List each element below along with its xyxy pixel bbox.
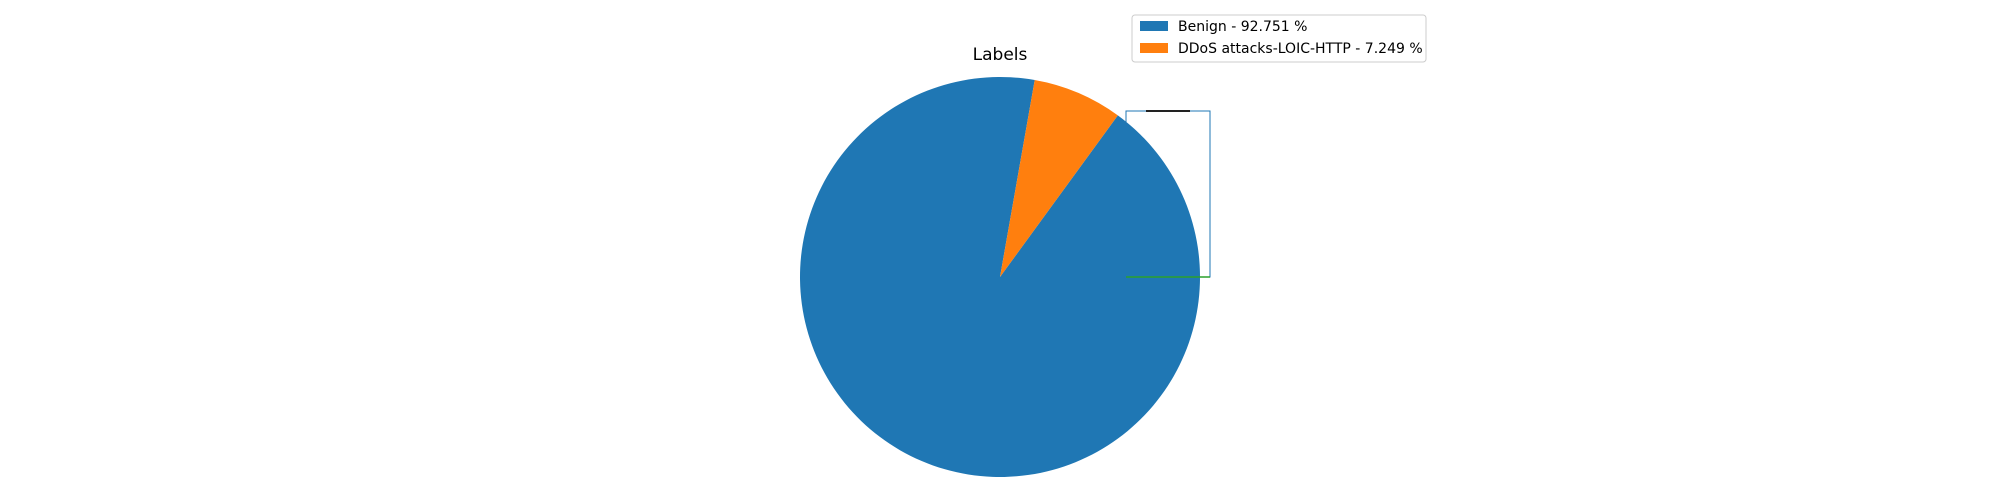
legend-frame: [1131, 14, 1427, 63]
overlay-artifact: [1125, 110, 1211, 278]
legend: Benign - 92.751 % DDoS attacks-LOIC-HTTP…: [1131, 14, 1427, 63]
chart-title: Labels: [973, 45, 1028, 65]
pie-slice-benign: [799, 77, 1200, 478]
legend-swatch-ddos: [1140, 43, 1168, 53]
legend-label-ddos: DDoS attacks-LOIC-HTTP - 7.249 %: [1178, 41, 1423, 57]
pie-slice-ddos-attacks-loic-http: [1000, 80, 1118, 277]
legend-swatch-benign: [1140, 21, 1168, 31]
pie-slices: [799, 77, 1200, 478]
legend-label-benign: Benign - 92.751 %: [1178, 19, 1307, 35]
